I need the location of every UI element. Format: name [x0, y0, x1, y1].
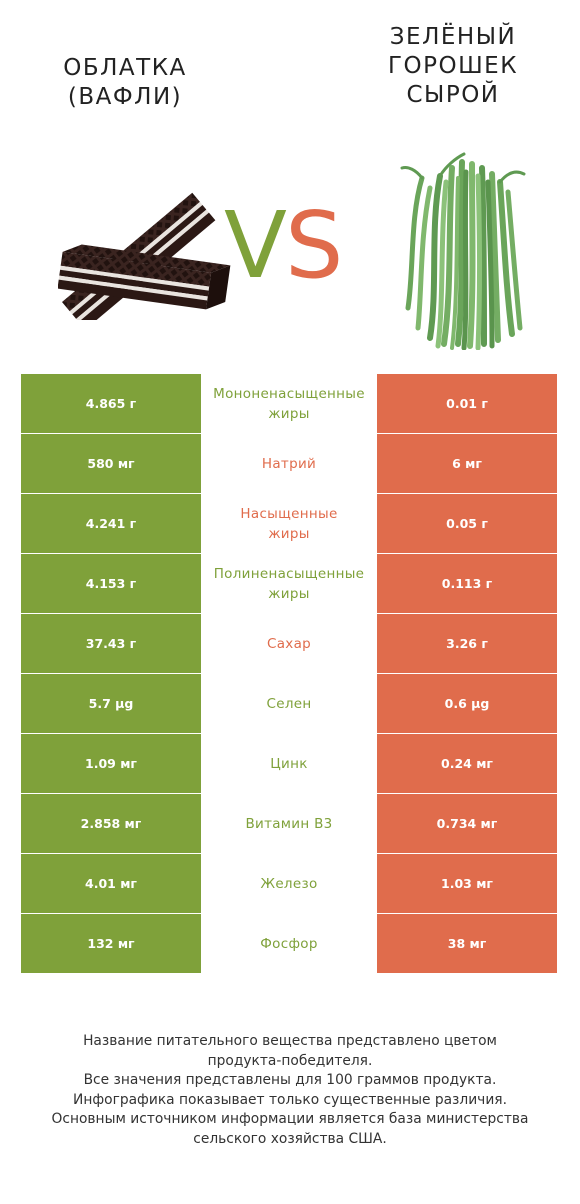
nutrient-name: Мононенасыщенные жиры — [213, 385, 365, 422]
table-row: 37.43 г Сахар 3.26 г — [21, 614, 557, 673]
left-value: 2.858 мг — [21, 794, 201, 853]
table-row: 4.865 г Мононенасыщенные жиры 0.01 г — [21, 374, 557, 433]
right-value: 0.24 мг — [377, 734, 557, 793]
nutrient-name: Железо — [260, 875, 318, 892]
left-product-title: Облатка (Вафли) — [63, 55, 187, 110]
table-row: 4.241 г Насыщенные жиры 0.05 г — [21, 494, 557, 553]
right-value: 38 мг — [377, 914, 557, 973]
footer-notes: Название питательного вещества представл… — [10, 1032, 570, 1149]
footer-line: Все значения представлены для 100 граммо… — [83, 1072, 497, 1088]
table-row: 132 мг Фосфор 38 мг — [21, 914, 557, 973]
versus-label: VS — [224, 196, 343, 296]
footer-line: Инфографика показывает только существенн… — [73, 1091, 507, 1108]
table-row: 1.09 мг Цинк 0.24 мг — [21, 734, 557, 793]
right-value: 3.26 г — [377, 614, 557, 673]
footer-line: продукта-победителя. — [207, 1052, 373, 1069]
vs-letter-v: V — [224, 192, 287, 299]
left-value: 132 мг — [21, 914, 201, 973]
left-value: 4.865 г — [21, 374, 201, 433]
table-row: 2.858 мг Витамин B3 0.734 мг — [21, 794, 557, 853]
wafer-image — [58, 192, 231, 320]
left-value: 4.241 г — [21, 494, 201, 553]
table-row: 4.01 мг Железо 1.03 мг — [21, 854, 557, 913]
nutrient-name: Фосфор — [260, 935, 318, 952]
green-beans-image — [400, 152, 526, 350]
nutrient-name: Насыщенные жиры — [240, 505, 338, 542]
nutrient-name: Натрий — [261, 455, 317, 472]
nutrient-name: Сахар — [266, 635, 312, 652]
table-row: 4.153 г Полиненасыщенные жиры 0.113 г — [21, 554, 557, 613]
left-value: 5.7 µg — [21, 674, 201, 733]
nutrient-name: Цинк — [270, 755, 308, 772]
left-value: 4.01 мг — [21, 854, 201, 913]
left-value: 580 мг — [21, 434, 201, 493]
right-product-title: Зелёный горошек сырой — [387, 24, 519, 108]
footer-line: Название питательного вещества представл… — [83, 1033, 497, 1049]
right-value: 0.6 µg — [377, 674, 557, 733]
table-row: 580 мг Натрий 6 мг — [21, 434, 557, 493]
right-value: 6 мг — [377, 434, 557, 493]
left-value: 1.09 мг — [21, 734, 201, 793]
nutrient-name: Селен — [266, 695, 312, 712]
right-value: 1.03 мг — [377, 854, 557, 913]
footer-line: сельского хозяйства США. — [193, 1130, 387, 1147]
right-value: 0.05 г — [377, 494, 557, 553]
comparison-table: 4.865 г Мононенасыщенные жиры 0.01 г 580 мг… — [21, 374, 557, 974]
nutrient-name: Полиненасыщенные жиры — [213, 565, 365, 602]
right-value: 0.113 г — [377, 554, 557, 613]
nutrient-name: Витамин B3 — [245, 815, 333, 832]
table-row: 5.7 µg Селен 0.6 µg — [21, 674, 557, 733]
footer-line: Основным источником информации является … — [51, 1111, 529, 1127]
right-value: 0.734 мг — [377, 794, 557, 853]
left-value: 37.43 г — [21, 614, 201, 673]
right-value: 0.01 г — [377, 374, 557, 433]
left-value: 4.153 г — [21, 554, 201, 613]
vs-letter-s: S — [284, 192, 343, 299]
